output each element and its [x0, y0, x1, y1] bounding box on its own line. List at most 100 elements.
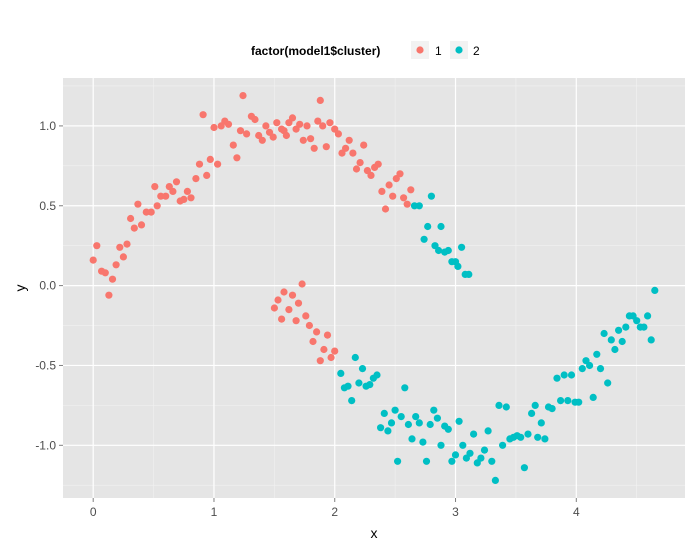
data-point-cluster-2: [531, 401, 539, 409]
data-point-cluster-1: [303, 122, 311, 130]
data-point-cluster-1: [183, 187, 191, 195]
data-point-cluster-1: [262, 122, 270, 130]
data-point-cluster-1: [137, 221, 146, 229]
data-points: [89, 92, 659, 484]
data-point-cluster-1: [206, 155, 214, 163]
data-point-cluster-2: [564, 397, 572, 405]
x-tick-label: 0: [90, 505, 97, 519]
data-point-cluster-1: [316, 96, 324, 104]
data-point-cluster-1: [326, 119, 334, 127]
y-tick-label: 0.5: [39, 199, 56, 213]
data-point-cluster-1: [292, 317, 300, 325]
data-point-cluster-1: [180, 195, 188, 203]
data-point-cluster-1: [151, 183, 159, 191]
data-point-cluster-1: [239, 92, 247, 100]
data-point-cluster-2: [633, 317, 641, 325]
data-point-cluster-2: [419, 438, 427, 446]
data-point-cluster-2: [420, 235, 428, 243]
y-tick-label: -0.5: [35, 358, 56, 372]
data-point-cluster-2: [557, 397, 565, 405]
data-point-cluster-2: [401, 384, 409, 392]
data-point-cluster-1: [334, 130, 342, 138]
data-point-cluster-2: [470, 430, 478, 438]
y-axis-ticks: -1.0 -0.5 0.0 0.5 1.0: [35, 119, 63, 452]
data-point-cluster-2: [465, 270, 473, 278]
data-point-cluster-1: [162, 192, 170, 200]
y-tick-label: -1.0: [35, 438, 56, 452]
data-point-cluster-1: [251, 115, 259, 124]
data-point-cluster-2: [647, 336, 655, 344]
data-point-cluster-2: [534, 433, 542, 441]
data-point-cluster-1: [400, 194, 408, 202]
data-point-cluster-1: [273, 119, 281, 127]
data-point-cluster-2: [548, 405, 556, 413]
data-point-cluster-1: [236, 127, 245, 135]
data-point-cluster-1: [101, 269, 109, 277]
data-point-cluster-2: [454, 262, 462, 270]
data-point-cluster-2: [593, 350, 601, 358]
data-point-cluster-1: [389, 192, 397, 200]
data-point-cluster-1: [342, 144, 350, 152]
data-point-cluster-1: [108, 275, 117, 283]
x-tick-label: 4: [573, 505, 580, 519]
data-point-cluster-1: [134, 200, 142, 208]
data-point-cluster-1: [195, 160, 204, 168]
data-point-cluster-2: [412, 413, 420, 421]
data-point-cluster-2: [640, 323, 648, 331]
data-point-cluster-2: [377, 424, 385, 432]
data-point-cluster-1: [269, 133, 277, 141]
data-point-cluster-1: [280, 288, 288, 296]
plot-panel: [63, 78, 685, 498]
data-point-cluster-2: [337, 369, 345, 377]
data-point-cluster-1: [119, 253, 127, 261]
data-point-cluster-1: [309, 337, 317, 346]
data-point-cluster-2: [480, 446, 489, 454]
data-point-cluster-1: [345, 136, 353, 144]
data-point-cluster-1: [153, 202, 161, 210]
data-point-cluster-2: [607, 336, 615, 344]
data-point-cluster-1: [294, 299, 303, 307]
data-point-cluster-1: [288, 114, 297, 122]
data-point-cluster-1: [307, 135, 315, 143]
data-point-cluster-1: [327, 353, 335, 362]
grid-major: [63, 78, 685, 498]
data-point-cluster-2: [578, 365, 586, 373]
data-point-cluster-2: [384, 427, 392, 435]
data-point-cluster-1: [93, 242, 101, 250]
data-point-cluster-1: [320, 345, 328, 354]
data-point-cluster-1: [322, 143, 330, 151]
x-axis-ticks: 0 1 2 3 4: [90, 498, 580, 519]
legend-label-2: 2: [473, 44, 480, 58]
data-point-cluster-1: [172, 178, 181, 186]
data-point-cluster-2: [604, 379, 612, 387]
data-point-cluster-2: [553, 374, 561, 382]
data-point-cluster-2: [458, 243, 466, 251]
data-point-cluster-2: [615, 326, 623, 334]
data-point-cluster-2: [415, 419, 423, 427]
x-tick-label: 1: [211, 505, 218, 519]
data-point-cluster-1: [112, 261, 120, 269]
data-point-cluster-1: [288, 291, 297, 299]
data-point-cluster-1: [352, 165, 361, 173]
data-point-cluster-1: [407, 186, 415, 194]
data-point-cluster-1: [316, 357, 324, 365]
data-point-cluster-1: [270, 304, 278, 312]
data-point-cluster-2: [484, 427, 492, 435]
data-point-cluster-2: [596, 365, 605, 373]
x-tick-label: 3: [452, 505, 459, 519]
data-point-cluster-1: [127, 214, 135, 223]
data-point-cluster-2: [451, 451, 460, 459]
data-point-cluster-1: [123, 240, 131, 248]
y-tick-label: 0.0: [39, 279, 56, 293]
data-point-cluster-1: [298, 280, 306, 288]
data-point-cluster-1: [314, 117, 322, 125]
data-point-cluster-1: [296, 120, 304, 128]
y-axis-title: y: [12, 285, 28, 292]
data-point-cluster-2: [437, 222, 445, 231]
data-point-cluster-2: [430, 406, 438, 414]
data-point-cluster-1: [356, 159, 364, 167]
data-point-cluster-1: [305, 321, 313, 330]
data-point-cluster-1: [323, 331, 332, 339]
data-point-cluster-1: [367, 171, 375, 179]
